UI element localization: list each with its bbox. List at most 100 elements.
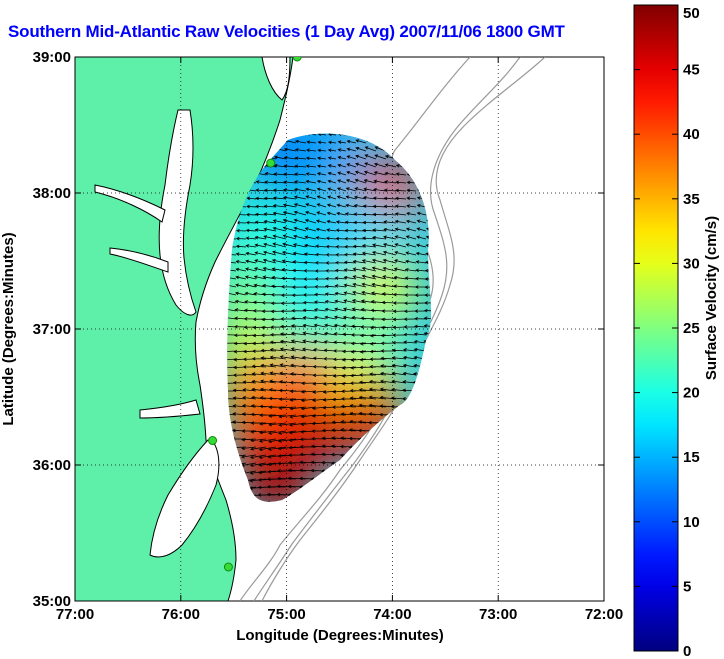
velocity-arrow — [368, 387, 387, 392]
velocity-arrow — [272, 219, 287, 224]
velocity-arrow — [272, 234, 287, 240]
velocity-arrow — [315, 227, 327, 232]
velocity-arrow — [250, 446, 267, 451]
velocity-arrow — [368, 395, 387, 400]
velocity-arrow — [425, 243, 432, 248]
velocity-arrow — [305, 211, 317, 216]
velocity-arrow — [394, 243, 407, 248]
velocity-arrow — [352, 267, 367, 272]
velocity-arrow — [372, 235, 387, 240]
velocity-arrow — [323, 373, 337, 378]
velocity-arrow — [372, 228, 387, 232]
velocity-arrow — [349, 411, 367, 416]
velocity-arrow — [294, 148, 307, 152]
velocity-arrow — [290, 339, 307, 344]
velocity-arrow — [340, 404, 357, 409]
velocity-arrow — [255, 196, 267, 201]
potomac-river — [94, 184, 166, 223]
x-tick-label: 72:00 — [585, 606, 623, 623]
velocity-arrow — [249, 478, 267, 483]
velocity-arrow — [268, 405, 287, 410]
velocity-arrow — [325, 261, 337, 265]
speed-cell — [227, 199, 295, 268]
velocity-arrow — [306, 148, 317, 153]
velocity-arrow — [345, 187, 357, 192]
velocity-arrow — [302, 316, 317, 320]
velocity-arrow — [413, 340, 427, 344]
velocity-arrow — [327, 156, 337, 160]
velocity-arrow — [278, 414, 297, 419]
y-tick-label: 37:00 — [33, 321, 71, 338]
velocity-arrow — [244, 275, 257, 280]
velocity-arrow — [246, 196, 257, 201]
velocity-arrow — [259, 430, 277, 435]
velocity-arrow — [245, 228, 257, 233]
velocity-arrow — [244, 283, 257, 288]
velocity-arrow — [257, 493, 277, 497]
velocity-arrow — [266, 477, 287, 481]
velocity-arrow — [361, 274, 377, 280]
velocity-arrow — [316, 203, 327, 208]
velocity-arrow — [352, 282, 367, 288]
velocity-arrow — [391, 340, 407, 345]
velocity-arrow — [245, 267, 257, 272]
velocity-arrow — [382, 266, 397, 272]
speed-cell — [227, 254, 284, 323]
velocity-arrow — [414, 324, 427, 329]
colorbar-gradient — [633, 4, 679, 652]
velocity-arrow — [287, 468, 307, 473]
velocity-arrow — [415, 251, 427, 256]
velocity-arrow — [383, 196, 397, 201]
velocity-arrow — [301, 347, 317, 352]
velocity-arrow — [316, 195, 327, 200]
velocity-arrow — [293, 210, 307, 216]
velocity-arrow — [303, 252, 317, 256]
velocity-arrow — [423, 316, 432, 321]
velocity-arrow — [392, 301, 406, 305]
velocity-arrow — [337, 140, 347, 144]
velocity-arrow — [251, 379, 267, 384]
velocity-arrow — [346, 179, 357, 184]
velocity-arrow — [333, 323, 347, 328]
velocity-arrow — [361, 282, 377, 288]
velocity-arrow — [273, 155, 287, 160]
velocity-arrow — [262, 283, 277, 288]
velocity-arrow — [249, 462, 267, 467]
velocity-arrow — [415, 260, 427, 264]
velocity-arrow — [260, 348, 277, 353]
velocity-arrow — [272, 211, 287, 216]
velocity-arrow — [352, 259, 367, 264]
velocity-arrow — [300, 398, 317, 403]
velocity-arrow — [337, 163, 347, 168]
velocity-arrow — [354, 187, 367, 192]
velocity-arrow — [358, 380, 377, 385]
velocity-arrow — [405, 243, 417, 248]
velocity-arrow — [393, 275, 407, 280]
velocity-arrow — [234, 299, 247, 304]
velocity-arrow — [382, 275, 397, 280]
velocity-arrow — [227, 396, 237, 401]
velocity-arrow — [336, 203, 347, 208]
velocity-arrow — [334, 260, 347, 265]
velocity-arrow — [306, 140, 317, 144]
velocity-arrow — [358, 411, 377, 416]
velocity-arrow — [349, 388, 367, 393]
velocity-arrow — [227, 366, 237, 370]
velocity-arrow — [232, 404, 247, 408]
velocity-arrow — [395, 188, 407, 193]
velocity-arrow — [425, 235, 432, 240]
velocity-arrow — [268, 414, 287, 418]
york-river — [109, 247, 169, 273]
velocity-arrow — [302, 339, 317, 344]
velocity-arrow — [302, 300, 317, 305]
velocity-arrow — [372, 204, 387, 209]
velocity-arrow — [383, 212, 397, 217]
velocity-arrow — [395, 196, 407, 201]
velocity-arrow — [323, 340, 337, 344]
velocity-arrow — [313, 331, 327, 336]
velocity-arrow — [302, 308, 317, 313]
velocity-arrow — [254, 220, 267, 225]
velocity-arrow — [383, 204, 397, 209]
velocity-arrow — [302, 323, 317, 328]
velocity-arrow — [326, 219, 337, 224]
